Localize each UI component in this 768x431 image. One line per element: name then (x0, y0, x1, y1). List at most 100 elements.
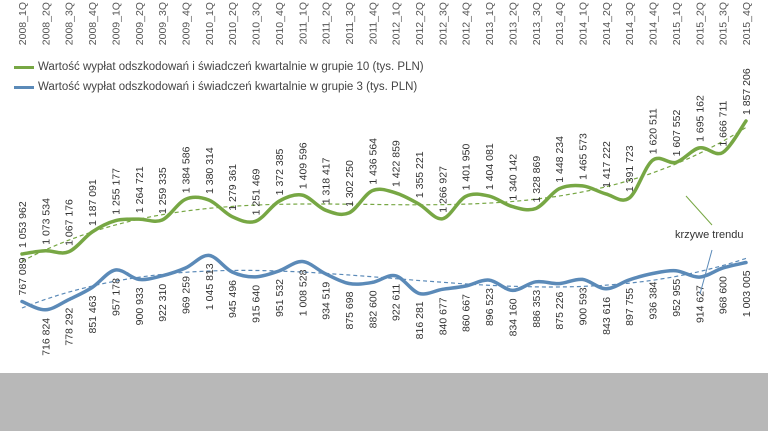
data-label: 1 409 596 (297, 142, 309, 189)
data-label: 875 698 (344, 291, 356, 329)
x-tick-label: 2011_3Q (344, 2, 356, 44)
x-tick-label: 2011_4Q (367, 2, 379, 44)
data-label: 1 372 385 (274, 148, 286, 195)
data-label: 1 003 005 (741, 270, 753, 317)
data-label: 716 824 (40, 318, 52, 356)
data-label: 886 353 (531, 290, 543, 328)
x-tick-label: 2013_2Q (507, 2, 519, 45)
data-label: 900 933 (134, 287, 146, 325)
data-label: 952 955 (671, 279, 683, 317)
x-tick-label: 2009_4Q (180, 2, 192, 45)
x-tick-label: 2014_3Q (624, 2, 636, 45)
data-label: 1 695 162 (694, 95, 706, 142)
series-line-group-3 (20, 253, 748, 312)
data-label: 767 089 (17, 257, 29, 295)
data-label: 851 463 (87, 295, 99, 333)
data-label: 860 667 (461, 294, 473, 332)
data-label: 1 384 586 (180, 146, 192, 193)
data-label: 969 259 (180, 276, 192, 314)
x-tick-label: 2008_2Q (40, 2, 52, 45)
x-tick-label: 2015_1Q (671, 2, 683, 45)
trend-arrow-blue (699, 249, 713, 295)
data-label: 1 607 552 (671, 109, 683, 156)
data-label: 1 279 361 (227, 164, 239, 211)
x-tick-label: 2008_1Q (17, 2, 29, 45)
data-label: 922 310 (157, 284, 169, 322)
data-label: 915 640 (251, 285, 263, 323)
x-tick-label: 2010_3Q (251, 2, 263, 45)
series-line-group-10 (20, 119, 748, 256)
data-label: 914 627 (694, 285, 706, 323)
data-label: 1 666 711 (718, 100, 730, 146)
data-label: 1 422 859 (391, 140, 403, 187)
data-label: 1 857 206 (741, 68, 753, 115)
data-label: 1 436 564 (367, 138, 379, 185)
data-label: 1 187 091 (87, 179, 99, 226)
data-label: 1 380 314 (204, 147, 216, 194)
data-label: 936 384 (648, 281, 660, 319)
data-label: 934 519 (321, 282, 333, 320)
x-tick-label: 2010_1Q (204, 2, 216, 45)
data-label: 1 073 534 (40, 198, 52, 245)
legend-item-group-3: Wartość wypłat odszkodowań i świadczeń k… (14, 78, 417, 96)
data-label: 882 600 (367, 290, 379, 328)
data-label: 778 292 (64, 308, 76, 346)
x-tick-label: 2012_2Q (414, 2, 426, 45)
legend-swatch-green (14, 65, 34, 69)
data-label: 1 045 813 (204, 263, 216, 310)
data-label: 957 178 (110, 278, 122, 316)
data-label: 968 600 (718, 276, 730, 314)
data-label: 1 259 335 (157, 167, 169, 214)
x-tick-label: 2013_1Q (484, 2, 496, 45)
data-label: 1 391 723 (624, 145, 636, 192)
x-tick-label: 2010_4Q (274, 2, 286, 45)
data-label: 1 328 869 (531, 156, 543, 203)
x-tick-label: 2011_1Q (297, 2, 309, 44)
data-label: 897 755 (624, 288, 636, 326)
x-tick-label: 2012_3Q (437, 2, 449, 45)
x-tick-label: 2013_3Q (531, 2, 543, 45)
x-tick-label: 2013_4Q (554, 2, 566, 45)
data-label: 945 496 (227, 280, 239, 318)
legend: Wartość wypłat odszkodowań i świadczeń k… (14, 58, 574, 102)
data-label: 1 401 950 (461, 144, 473, 191)
data-label: 900 593 (578, 287, 590, 325)
data-labels: 1 053 962 1 073 534 1 067 176 1 187 091 1 25… (17, 68, 753, 356)
data-label: 896 523 (484, 288, 496, 326)
data-label: 1 404 081 (484, 143, 496, 190)
data-label: 1 251 469 (251, 168, 263, 215)
data-label: 816 281 (414, 301, 426, 339)
data-label: 1 318 417 (321, 157, 333, 204)
x-tick-label: 2015_2Q (694, 2, 706, 45)
data-label: 1 465 573 (578, 133, 590, 180)
data-label: 1 448 234 (554, 136, 566, 183)
series-lines (20, 119, 748, 312)
x-tick-label: 2012_1Q (391, 2, 403, 45)
x-tick-label: 2012_4Q (461, 2, 473, 45)
x-tick-labels: 2008_1Q 2008_2Q 2008_3Q 2008_4Q 2009_1Q 2009_… (17, 2, 753, 45)
data-label: 1 067 176 (64, 199, 76, 246)
data-label: 875 226 (554, 291, 566, 329)
data-label: 1 355 221 (414, 151, 426, 198)
trend-line-group-10 (21, 126, 747, 262)
x-tick-label: 2014_1Q (578, 2, 590, 45)
legend-label-group-10: Wartość wypłat odszkodowań i świadczeń k… (38, 61, 424, 73)
data-label: 1 266 927 (437, 166, 449, 213)
data-label: 1 340 142 (507, 154, 519, 201)
data-label: 840 677 (437, 297, 449, 335)
data-label: 1 008 528 (297, 269, 309, 316)
data-label: 834 160 (507, 298, 519, 336)
data-label: 1 255 177 (110, 168, 122, 215)
trend-line-group-3 (21, 257, 747, 309)
legend-label-group-3: Wartość wypłat odszkodowań i świadczeń k… (38, 81, 418, 93)
x-tick-label: 2015_3Q (718, 2, 730, 45)
x-tick-label: 2010_2Q (227, 2, 239, 45)
data-label: 1 264 721 (134, 166, 146, 213)
data-label: 1 417 222 (601, 141, 613, 188)
footer-band (0, 373, 768, 431)
x-tick-label: 2009_1Q (110, 2, 122, 45)
x-tick-label: 2014_4Q (648, 2, 660, 45)
data-label: 1 620 511 (648, 108, 660, 154)
data-label: 922 611 (391, 284, 403, 321)
x-tick-label: 2008_4Q (87, 2, 99, 45)
